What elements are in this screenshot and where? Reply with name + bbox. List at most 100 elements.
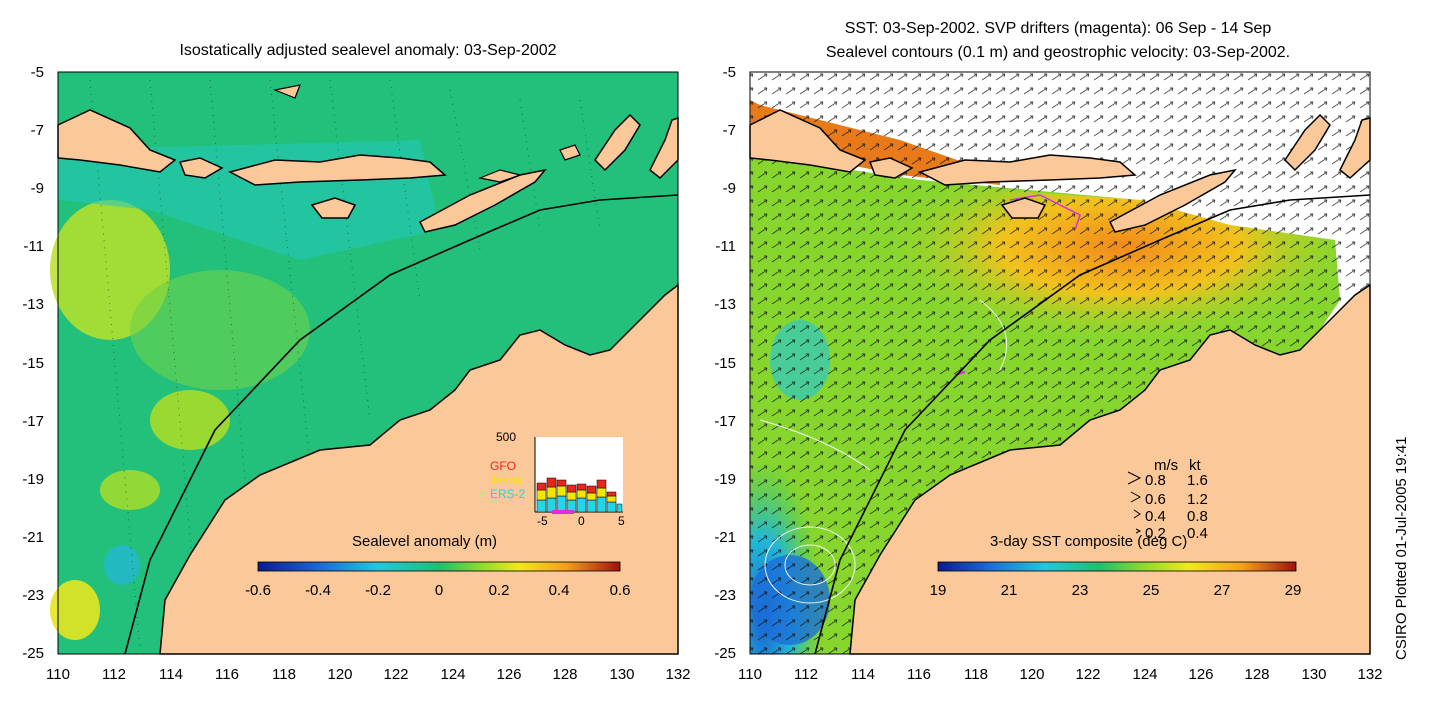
right-colorbar-label: 3-day SST composite (deg C) [990, 533, 1188, 550]
velocity-key-kt: 1.2 [1187, 491, 1208, 508]
right-colorbar-tick: 27 [1213, 582, 1231, 599]
left-lon-tick: 132 [665, 666, 691, 683]
right-colorbar [937, 561, 1297, 572]
inset-legend-gfo: GFO [490, 459, 516, 473]
left-java-island [57, 109, 177, 173]
right-bali-lombok [868, 157, 914, 179]
left-tanimbar [594, 113, 641, 172]
right-sumba [1000, 197, 1047, 219]
left-lat-tick: -23 [22, 587, 44, 604]
left-colorbar-tick: -0.4 [305, 582, 331, 599]
inset-bars [536, 477, 623, 513]
left-colorbar-tick: 0.4 [548, 582, 570, 599]
left-lat-tick: -5 [30, 64, 44, 81]
velocity-key-kt: 0.8 [1187, 508, 1208, 525]
left-lon-tick: 128 [552, 666, 578, 683]
right-lat-tick: -19 [714, 471, 736, 488]
left-shelf-contour [124, 194, 679, 655]
left-lat-tick: -15 [22, 355, 44, 372]
velocity-key-kt: 1.6 [1187, 472, 1208, 489]
right-plot-frame [749, 71, 1371, 655]
right-lat-tick: -17 [714, 413, 736, 430]
right-colorbar-tick: 25 [1142, 582, 1160, 599]
left-colorbar-tick: -0.2 [365, 582, 391, 599]
left-anomaly-high-2 [150, 390, 230, 450]
left-lon-tick: 120 [327, 666, 353, 683]
inset-xtick: 0 [578, 514, 585, 528]
left-lat-tick: -21 [22, 529, 44, 546]
right-lat-tick: -11 [715, 238, 736, 255]
right-lat-tick: -9 [722, 180, 736, 197]
left-colorbar-tick: 0 [434, 582, 444, 599]
left-lon-tick: 110 [46, 666, 70, 683]
right-panel-title-line1: SST: 03-Sep-2002. SVP drifters (magenta)… [844, 20, 1272, 37]
left-panel-title: Isostatically adjusted sealevel anomaly:… [179, 42, 557, 59]
left-lon-tick: 130 [609, 666, 635, 683]
right-lat-tick: -23 [714, 587, 736, 604]
right-tanimbar [1284, 113, 1331, 172]
left-colorbar-tick: -0.6 [245, 582, 271, 599]
right-lon-tick: 120 [1019, 666, 1045, 683]
left-colorbar-tick: 0.6 [609, 582, 631, 599]
left-timor [419, 168, 547, 233]
left-inset-histogram [534, 437, 623, 514]
left-small-islands [272, 84, 581, 183]
right-lat-tick: -5 [722, 64, 736, 81]
right-lat-tick: -25 [714, 645, 736, 662]
right-colorbar-tick: 29 [1284, 582, 1302, 599]
left-lat-tick: -11 [23, 238, 44, 255]
left-lat-tick: -7 [30, 122, 44, 139]
velocity-key-ms: 0.8 [1145, 472, 1166, 489]
inset-ymax-label: 500 [496, 430, 517, 444]
left-colorbar-label: Sealevel anomaly (m) [352, 533, 498, 550]
right-java-island [749, 109, 867, 173]
left-colorbar [257, 561, 621, 572]
right-lat-tick: -15 [714, 355, 736, 372]
right-lon-tick: 124 [1132, 666, 1158, 683]
left-plot-frame [57, 71, 679, 655]
inset-legend-ers2: ERS-2 [490, 487, 526, 501]
left-anomaly-high-4 [50, 580, 100, 640]
right-lon-tick: 126 [1188, 666, 1214, 683]
left-anomaly-low-1 [104, 545, 140, 585]
right-lon-tick: 118 [964, 666, 988, 683]
left-bali-lombok [178, 157, 224, 179]
velocity-key-ms: 0.4 [1145, 508, 1166, 525]
left-lon-tick: 126 [496, 666, 522, 683]
inset-xtick: -5 [537, 514, 548, 528]
velocity-key-header-ms: m/s [1154, 457, 1179, 474]
velocity-key-ms: 0.2 [1145, 525, 1166, 542]
right-colorbar-tick: 21 [1000, 582, 1018, 599]
inset-xtick: 5 [618, 514, 625, 528]
velocity-key-arrows [1127, 471, 1142, 534]
left-lat-tick: -13 [22, 296, 44, 313]
right-drifter-track [1009, 194, 1081, 231]
left-lon-tick: 112 [102, 666, 126, 683]
left-anomaly-mid [130, 270, 310, 390]
left-lat-tick: -19 [22, 471, 44, 488]
right-lat-tick: -13 [714, 296, 736, 313]
right-lat-tick: -7 [722, 122, 736, 139]
left-lat-tick: -9 [30, 180, 44, 197]
right-lon-tick: 122 [1075, 666, 1101, 683]
right-lon-tick: 114 [851, 666, 875, 683]
right-lon-tick: 110 [738, 666, 762, 683]
left-sumba [310, 197, 357, 219]
right-lon-tick: 130 [1301, 666, 1327, 683]
left-lat-tick: -17 [22, 413, 44, 430]
left-colorbar-tick: 0.2 [488, 582, 510, 599]
right-lon-tick: 132 [1357, 666, 1383, 683]
left-anomaly-high-3 [100, 470, 160, 510]
velocity-key-ms: 0.6 [1145, 491, 1166, 508]
left-lon-tick: 118 [272, 666, 296, 683]
left-lon-tick: 122 [383, 666, 409, 683]
right-timor [1109, 168, 1237, 233]
velocity-key-kt: 0.4 [1187, 525, 1208, 542]
right-colorbar-tick: 19 [929, 582, 947, 599]
inset-legend-jason: Jason [490, 473, 523, 487]
right-lon-tick: 112 [794, 666, 818, 683]
right-sealevel-contours [759, 299, 1008, 604]
left-sumbawa-flores [227, 154, 447, 186]
left-lon-tick: 116 [215, 666, 239, 683]
